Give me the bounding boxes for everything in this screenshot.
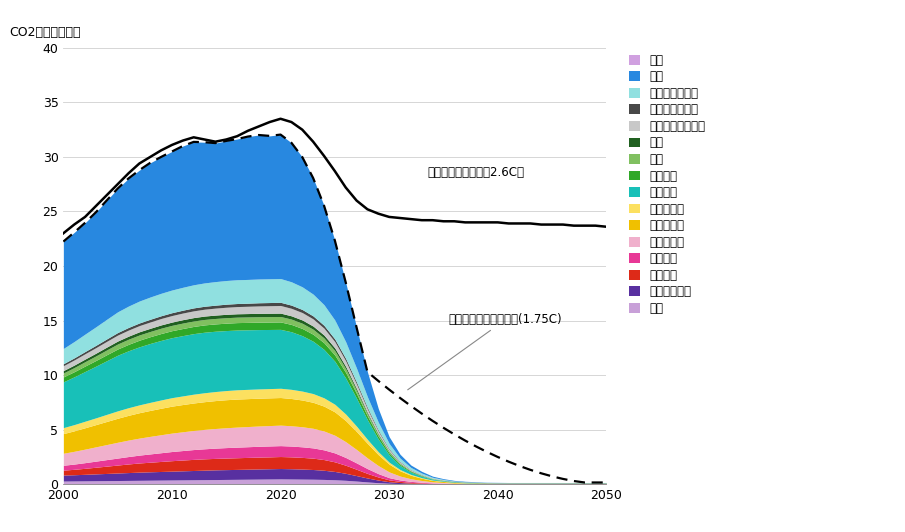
Legend: 水素, 電力, エネルギー産業, 非エネルギー用, その他のセクター, 鉄道, 航空, 海上交通, 道路交通, 商業用建物, 住宅用建物, その他産業, 石油化: 水素, 電力, エネルギー産業, 非エネルギー用, その他のセクター, 鉄道, …	[629, 54, 706, 315]
Text: 経済移行シナリオ（2.6C）: 経済移行シナリオ（2.6C）	[427, 166, 524, 179]
Text: ネットゼロ・シナリオ(1.75C): ネットゼロ・シナリオ(1.75C)	[407, 313, 563, 390]
Text: CO2（ギガトン）: CO2（ギガトン）	[9, 26, 81, 39]
